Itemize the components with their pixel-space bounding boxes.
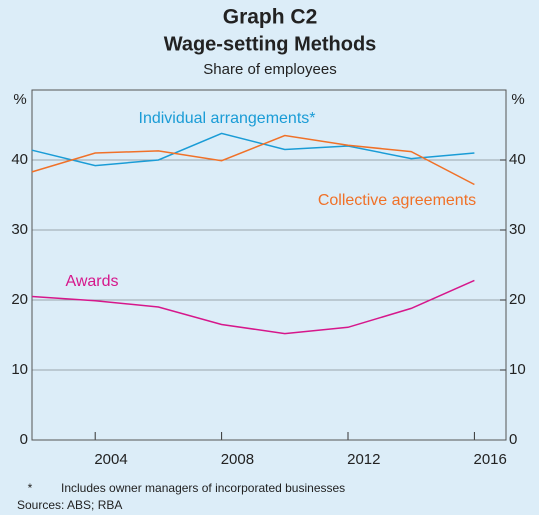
y-tick-label: 10 (11, 361, 28, 378)
y2-tick-label: 0 (509, 431, 517, 448)
y2-tick-label: 30 (509, 221, 526, 238)
y-unit: % (13, 91, 26, 108)
x-tick-label: 2004 (94, 451, 127, 468)
x-tick-label: 2012 (347, 451, 380, 468)
y-tick-label: 30 (11, 221, 28, 238)
y-tick-label: 20 (11, 291, 28, 308)
y-tick-label: 0 (20, 431, 28, 448)
series-label: Awards (65, 273, 118, 290)
plot-frame (31, 89, 507, 441)
series-line (31, 134, 475, 186)
series-label: Individual arrangements* (139, 110, 316, 127)
chart-subtitle: Wage-setting Methods (164, 33, 377, 55)
footnote-marker: * (28, 481, 33, 495)
x-tick-label: 2016 (474, 451, 507, 468)
x-tick-label: 2008 (221, 451, 254, 468)
series-label: Collective agreements (318, 192, 476, 209)
series-line (31, 132, 475, 167)
y2-tick-label: 40 (509, 151, 526, 168)
y2-tick-label: 20 (509, 291, 526, 308)
y2-tick-label: 10 (509, 361, 526, 378)
series-line (31, 279, 475, 335)
sources: Sources: ABS; RBA (17, 498, 122, 512)
y-tick-label: 40 (11, 151, 28, 168)
y2-unit: % (511, 91, 524, 108)
footnote: Includes owner managers of incorporated … (61, 481, 345, 495)
chart-title: Graph C2 (223, 6, 318, 29)
chart-description: Share of employees (203, 61, 336, 78)
